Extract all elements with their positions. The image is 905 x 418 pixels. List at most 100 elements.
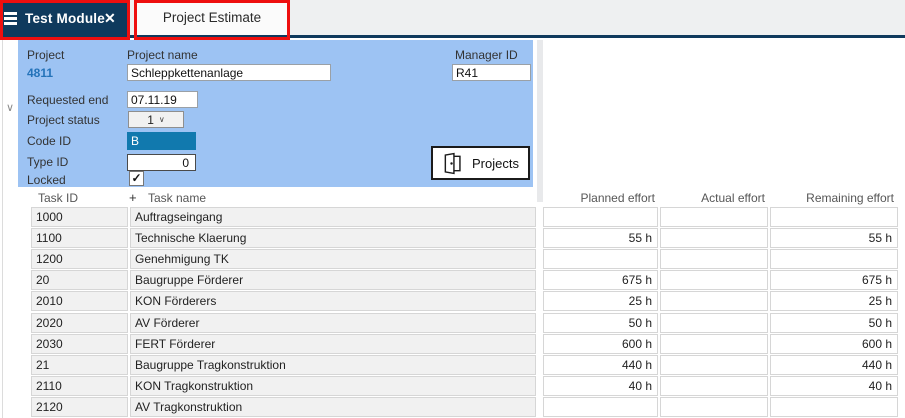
planned-effort-cell[interactable]: 25 h	[543, 291, 658, 311]
checkmark-icon: ✓	[131, 171, 142, 185]
chevron-down-icon[interactable]: ∨	[5, 102, 15, 114]
planned-effort-cell[interactable]	[543, 249, 658, 269]
task-id-cell[interactable]: 21	[31, 355, 128, 375]
table-row: 2110 KON Tragkonstruktion 40 h 40 h	[0, 376, 905, 396]
tab-bar	[0, 0, 905, 35]
code-id-field[interactable]: B	[127, 132, 196, 150]
table-row: 1000 Auftragseingang	[0, 207, 905, 227]
project-form-panel: Project Project name Manager ID 4811 Req…	[18, 40, 533, 187]
table-row: 1200 Genehmigung TK	[0, 249, 905, 269]
projects-button[interactable]: Projects	[431, 146, 530, 180]
remaining-effort-cell[interactable]: 55 h	[770, 228, 898, 248]
task-id-cell[interactable]: 2030	[31, 334, 128, 354]
task-name-cell[interactable]: Technische Klaerung	[130, 228, 536, 248]
planned-effort-cell[interactable]: 600 h	[543, 334, 658, 354]
actual-effort-cell[interactable]	[660, 228, 768, 248]
projects-button-label: Projects	[472, 155, 519, 171]
planned-effort-cell[interactable]: 50 h	[543, 313, 658, 333]
close-icon[interactable]: ✕	[104, 10, 116, 26]
actual-effort-cell[interactable]	[660, 355, 768, 375]
table-row: 2010 KON Förderers 25 h 25 h	[0, 291, 905, 311]
column-header-actual-effort: Actual effort	[701, 191, 765, 205]
tab-test-module-label: Test Module	[25, 11, 105, 26]
project-status-label: Project status	[27, 113, 100, 127]
actual-effort-cell[interactable]	[660, 270, 768, 290]
remaining-effort-cell[interactable]: 25 h	[770, 291, 898, 311]
task-name-cell[interactable]: Genehmigung TK	[130, 249, 536, 269]
planned-effort-cell[interactable]	[543, 397, 658, 417]
content-left-border	[2, 40, 3, 418]
planned-effort-cell[interactable]: 40 h	[543, 376, 658, 396]
select-chevron-icon: ∨	[158, 115, 165, 124]
remaining-effort-cell[interactable]: 40 h	[770, 376, 898, 396]
table-row: 21 Baugruppe Tragkonstruktion 440 h 440 …	[0, 355, 905, 375]
type-id-label: Type ID	[27, 155, 69, 169]
table-row: 2020 AV Förderer 50 h 50 h	[0, 313, 905, 333]
remaining-effort-cell[interactable]	[770, 207, 898, 227]
add-column-icon[interactable]: +	[129, 190, 137, 205]
task-name-cell[interactable]: Auftragseingang	[130, 207, 536, 227]
task-id-cell[interactable]: 2020	[31, 313, 128, 333]
table-row: 2120 AV Tragkonstruktion	[0, 397, 905, 417]
hamburger-menu-icon[interactable]	[4, 12, 17, 26]
actual-effort-cell[interactable]	[660, 397, 768, 417]
task-name-cell[interactable]: KON Förderers	[130, 291, 536, 311]
column-header-remaining-effort: Remaining effort	[806, 191, 894, 205]
planned-effort-cell[interactable]	[543, 207, 658, 227]
locked-checkbox[interactable]: ✓	[129, 171, 144, 186]
door-icon	[442, 152, 463, 175]
project-label: Project	[27, 48, 65, 62]
tab-bar-underline	[0, 35, 905, 38]
actual-effort-cell[interactable]	[660, 376, 768, 396]
type-id-input[interactable]	[127, 154, 196, 171]
column-header-task-name: Task name	[148, 191, 207, 205]
column-header-task-id: Task ID	[38, 191, 79, 205]
project-name-label: Project name	[127, 48, 198, 62]
task-name-cell[interactable]: Baugruppe Förderer	[130, 270, 536, 290]
panel-table-divider	[537, 40, 543, 202]
planned-effort-cell[interactable]: 440 h	[543, 355, 658, 375]
remaining-effort-cell[interactable]	[770, 397, 898, 417]
planned-effort-cell[interactable]: 55 h	[543, 228, 658, 248]
remaining-effort-cell[interactable]: 675 h	[770, 270, 898, 290]
project-name-input[interactable]	[127, 64, 331, 81]
actual-effort-cell[interactable]	[660, 291, 768, 311]
table-row: 1100 Technische Klaerung 55 h 55 h	[0, 228, 905, 248]
task-name-cell[interactable]: AV Förderer	[130, 313, 536, 333]
remaining-effort-cell[interactable]	[770, 249, 898, 269]
manager-id-input[interactable]	[452, 64, 531, 81]
planned-effort-cell[interactable]: 675 h	[543, 270, 658, 290]
manager-id-label: Manager ID	[455, 48, 518, 62]
task-name-cell[interactable]: KON Tragkonstruktion	[130, 376, 536, 396]
task-id-cell[interactable]: 2010	[31, 291, 128, 311]
task-id-cell[interactable]: 2120	[31, 397, 128, 417]
project-status-value: 1	[147, 112, 154, 127]
task-id-cell[interactable]: 1100	[31, 228, 128, 248]
requested-end-label: Requested end	[27, 93, 109, 107]
table-rows: 1000 Auftragseingang 1100 Technische Kla…	[0, 207, 905, 418]
task-id-cell[interactable]: 1000	[31, 207, 128, 227]
actual-effort-cell[interactable]	[660, 334, 768, 354]
task-id-cell[interactable]: 1200	[31, 249, 128, 269]
column-header-planned-effort: Planned effort	[580, 191, 655, 205]
task-id-cell[interactable]: 2110	[31, 376, 128, 396]
actual-effort-cell[interactable]	[660, 207, 768, 227]
table-row: 20 Baugruppe Förderer 675 h 675 h	[0, 270, 905, 290]
tab-test-module[interactable]: Test Module ✕	[0, 0, 129, 38]
remaining-effort-cell[interactable]: 600 h	[770, 334, 898, 354]
tab-project-estimate[interactable]: Project Estimate	[137, 0, 287, 36]
remaining-effort-cell[interactable]: 440 h	[770, 355, 898, 375]
remaining-effort-cell[interactable]: 50 h	[770, 313, 898, 333]
task-name-cell[interactable]: Baugruppe Tragkonstruktion	[130, 355, 536, 375]
project-status-select[interactable]: 1 ∨	[128, 111, 184, 128]
actual-effort-cell[interactable]	[660, 313, 768, 333]
actual-effort-cell[interactable]	[660, 249, 768, 269]
project-number-link[interactable]: 4811	[27, 66, 54, 80]
task-name-cell[interactable]: AV Tragkonstruktion	[130, 397, 536, 417]
requested-end-input[interactable]	[127, 91, 198, 108]
table-row: 2030 FERT Förderer 600 h 600 h	[0, 334, 905, 354]
task-id-cell[interactable]: 20	[31, 270, 128, 290]
task-name-cell[interactable]: FERT Förderer	[130, 334, 536, 354]
code-id-label: Code ID	[27, 134, 72, 148]
